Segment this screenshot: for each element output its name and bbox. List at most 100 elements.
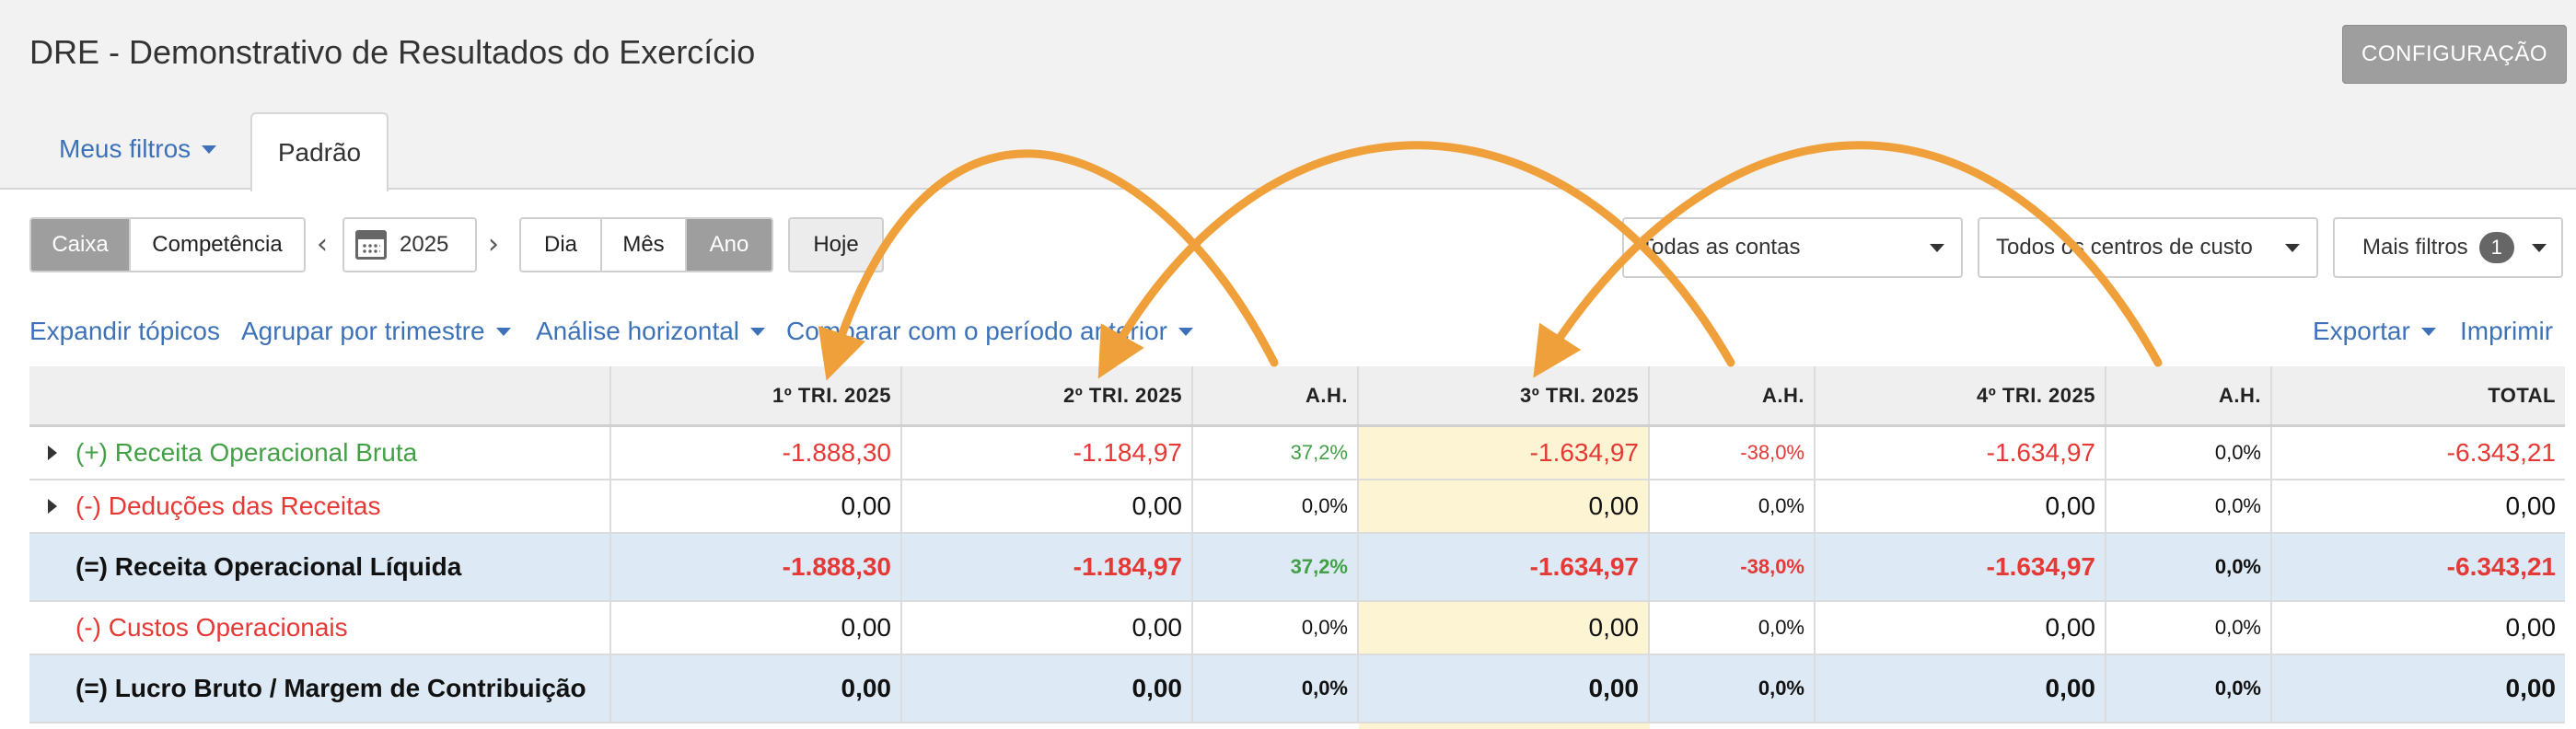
page-header: DRE - Demonstrativo de Resultados do Exe… — [0, 0, 2576, 191]
next-year-chevron-icon[interactable]: › — [488, 228, 499, 260]
value-q3: 0,00 — [1359, 602, 1650, 654]
regime-accrual-button[interactable]: Competência — [152, 232, 283, 257]
row-label: (+) Receita Operacional Bruta — [75, 438, 418, 467]
value-q2: 0,00 — [902, 480, 1193, 532]
row-label-cell: (-) Custos Operacionais — [29, 602, 611, 654]
table-header-row: 1º TRI. 2025 2º TRI. 2025 A.H. 3º TRI. 2… — [29, 366, 2565, 427]
row-label: (-) Custos Operacionais — [75, 613, 348, 642]
highlight-cell — [1359, 723, 1650, 729]
row-label-cell: (=) Lucro Bruto / Margem de Contribuição — [29, 655, 611, 722]
expand-row-icon[interactable] — [48, 499, 57, 514]
value-q1: 0,00 — [611, 655, 902, 722]
value-q3: -1.634,97 — [1359, 427, 1650, 479]
caret-down-icon — [1930, 243, 1944, 252]
tab-my-filters-label: Meus filtros — [59, 134, 191, 163]
table-row[interactable]: (+) Receita Operacional Bruta -1.888,30 … — [29, 427, 2565, 480]
value-ah-q2: 37,2% — [1193, 534, 1359, 600]
value-q2: 0,00 — [902, 655, 1193, 722]
value-q3: 0,00 — [1359, 655, 1650, 722]
value-ah-q4: 0,0% — [2106, 427, 2272, 479]
export-dropdown[interactable]: Exportar — [2313, 317, 2436, 346]
column-header-total: TOTAL — [2488, 383, 2556, 407]
expand-row-icon[interactable] — [48, 446, 57, 460]
expand-topics-link[interactable]: Expandir tópicos — [29, 317, 220, 346]
value-total: -6.343,21 — [2446, 438, 2556, 467]
table-row — [29, 723, 2565, 729]
cost-centers-select-value: Todos os centros de custo — [1996, 235, 2253, 260]
caret-down-icon — [750, 327, 766, 336]
value-total: 0,00 — [2505, 674, 2557, 702]
year-picker[interactable]: 2025 — [342, 217, 477, 272]
value-ah-q3: -38,0% — [1650, 427, 1816, 479]
value-total: -6.343,21 — [2446, 552, 2556, 581]
value-ah-q4: 0,0% — [2106, 602, 2272, 654]
table-row[interactable]: (=) Receita Operacional Líquida -1.888,3… — [29, 534, 2565, 602]
tab-my-filters[interactable]: Meus filtros — [59, 134, 217, 164]
row-label: (=) Lucro Bruto / Margem de Contribuição — [75, 674, 586, 702]
more-filters-count-badge: 1 — [2478, 232, 2514, 263]
value-ah-q4: 0,0% — [2106, 534, 2272, 600]
regime-cash-button[interactable]: Caixa — [31, 219, 131, 271]
value-q1: 0,00 — [611, 480, 902, 532]
value-ah-q3: -38,0% — [1650, 534, 1816, 600]
period-toggle: Dia Mês Ano — [519, 217, 773, 272]
column-header-ah-q4: A.H. — [2106, 366, 2272, 424]
value-q2: -1.184,97 — [902, 427, 1193, 479]
accounts-select-value: Todas as contas — [1641, 235, 1801, 260]
value-ah-q4: 0,0% — [2106, 655, 2272, 722]
caret-down-icon — [202, 145, 217, 154]
caret-down-icon — [1178, 327, 1193, 336]
horizontal-analysis-dropdown[interactable]: Análise horizontal — [536, 317, 766, 346]
value-total: 0,00 — [2505, 613, 2557, 642]
previous-year-chevron-icon[interactable]: ‹ — [317, 228, 328, 260]
column-header-ah-q3: A.H. — [1650, 366, 1816, 424]
value-q1: -1.888,30 — [611, 427, 902, 479]
regime-toggle: Caixa Competência — [29, 217, 306, 272]
column-header-q2: 2º TRI. 2025 — [902, 366, 1193, 424]
row-label: (=) Receita Operacional Líquida — [75, 552, 462, 581]
value-ah-q2: 0,0% — [1193, 602, 1359, 654]
table-row[interactable]: (=) Lucro Bruto / Margem de Contribuição… — [29, 655, 2565, 723]
tab-default[interactable]: Padrão — [250, 112, 389, 191]
table-row[interactable]: (-) Deduções das Receitas 0,00 0,00 0,0%… — [29, 480, 2565, 534]
page-title: DRE - Demonstrativo de Resultados do Exe… — [29, 33, 756, 71]
value-q2: 0,00 — [902, 602, 1193, 654]
value-q3: 0,00 — [1359, 480, 1650, 532]
group-by-quarter-dropdown[interactable]: Agrupar por trimestre — [241, 317, 511, 346]
accounts-select[interactable]: Todas as contas — [1622, 217, 1963, 278]
cost-centers-select[interactable]: Todos os centros de custo — [1978, 217, 2318, 278]
value-q3: -1.634,97 — [1359, 534, 1650, 600]
value-ah-q3: 0,0% — [1650, 480, 1816, 532]
row-label-cell[interactable]: (-) Deduções das Receitas — [29, 480, 611, 532]
value-q1: 0,00 — [611, 602, 902, 654]
caret-down-icon — [2420, 327, 2436, 336]
caret-down-icon — [2285, 243, 2300, 252]
value-ah-q4: 0,0% — [2106, 480, 2272, 532]
value-q4: 0,00 — [1816, 602, 2106, 654]
period-day-button[interactable]: Dia — [521, 219, 602, 271]
caret-down-icon — [495, 327, 511, 336]
print-link[interactable]: Imprimir — [2460, 317, 2553, 346]
period-month-button[interactable]: Mês — [602, 219, 687, 271]
compare-previous-period-label: Comparar com o período anterior — [786, 317, 1167, 345]
row-label-cell: (=) Receita Operacional Líquida — [29, 534, 611, 600]
configuration-button[interactable]: CONFIGURAÇÃO — [2342, 25, 2567, 84]
compare-previous-period-dropdown[interactable]: Comparar com o período anterior — [786, 317, 1193, 346]
value-total: 0,00 — [2505, 492, 2557, 520]
more-filters-button[interactable]: Mais filtros 1 — [2333, 217, 2563, 278]
more-filters-group: Mais filtros 1 — [2362, 232, 2514, 263]
table-row[interactable]: (-) Custos Operacionais 0,00 0,00 0,0% 0… — [29, 602, 2565, 655]
period-year-button[interactable]: Ano — [687, 219, 772, 271]
value-ah-q3: 0,0% — [1650, 655, 1816, 722]
value-ah-q2: 0,0% — [1193, 480, 1359, 532]
row-label-cell[interactable]: (+) Receita Operacional Bruta — [29, 427, 611, 479]
column-header-description — [29, 366, 611, 424]
calendar-icon — [355, 230, 387, 260]
today-button[interactable]: Hoje — [788, 217, 884, 272]
row-label: (-) Deduções das Receitas — [75, 492, 381, 520]
caret-down-icon — [2532, 243, 2547, 252]
value-ah-q3: 0,0% — [1650, 602, 1816, 654]
column-header-q1: 1º TRI. 2025 — [611, 366, 902, 424]
value-q4: -1.634,97 — [1816, 534, 2106, 600]
value-q2: -1.184,97 — [902, 534, 1193, 600]
